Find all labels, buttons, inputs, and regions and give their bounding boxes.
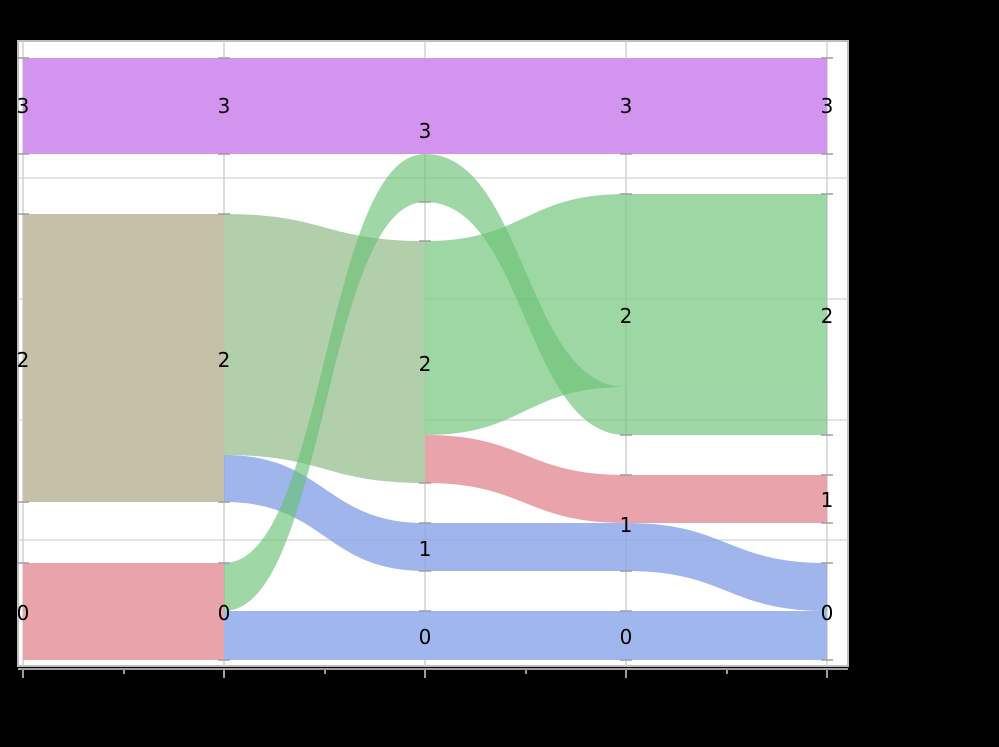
node-label: 1	[821, 488, 834, 512]
flow-purple-3[interactable]	[23, 58, 827, 154]
node-label: 2	[620, 304, 633, 328]
node-label: 0	[821, 601, 834, 625]
flow-sage-2-2[interactable]	[224, 214, 425, 483]
node-label: 3	[17, 94, 30, 118]
flow-green-2-2[interactable]	[425, 194, 827, 435]
node-label: 0	[17, 601, 30, 625]
flow-blue-0[interactable]	[224, 611, 827, 660]
node-ticks	[17, 57, 833, 661]
flow-red-2-1-1[interactable]	[425, 435, 827, 523]
node-label: 0	[620, 625, 633, 649]
node-label: 1	[419, 537, 432, 561]
node-label: 3	[620, 94, 633, 118]
node-block-red-0[interactable]	[23, 563, 224, 660]
node-label: 2	[821, 304, 834, 328]
flow-blue-2-1-1-0[interactable]	[224, 455, 827, 611]
node-label: 3	[419, 119, 432, 143]
node-labels: 3 2 0 3 2 0 3 2 1 0 3 2 1 0 3 2 1 0	[17, 94, 834, 649]
node-label: 2	[17, 348, 30, 372]
node-label: 3	[218, 94, 231, 118]
node-label: 2	[218, 348, 231, 372]
x-axis	[18, 668, 848, 678]
node-label: 1	[620, 513, 633, 537]
flows	[23, 58, 827, 660]
node-label: 0	[419, 625, 432, 649]
node-label: 3	[821, 94, 834, 118]
node-label: 0	[218, 601, 231, 625]
node-label: 2	[419, 352, 432, 376]
node-block-tan-2[interactable]	[23, 214, 224, 502]
